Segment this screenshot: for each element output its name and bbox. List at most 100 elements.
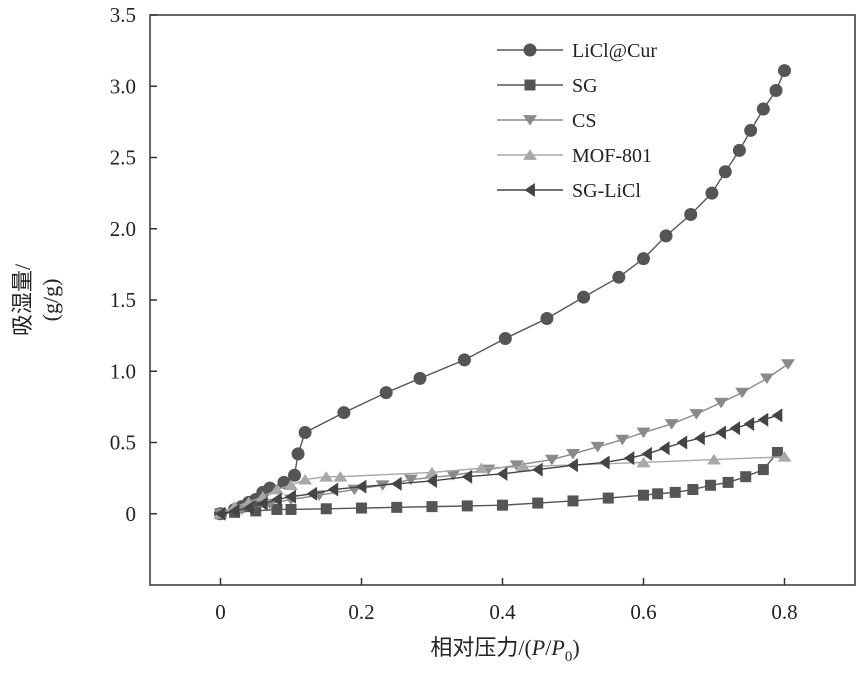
- data-point: [337, 406, 351, 420]
- data-point: [391, 501, 403, 513]
- data-point: [687, 484, 699, 496]
- data-point: [590, 441, 605, 453]
- data-point: [540, 312, 554, 326]
- data-point: [756, 102, 770, 116]
- data-point: [722, 476, 734, 488]
- data-point: [320, 503, 332, 515]
- data-point: [705, 186, 719, 200]
- data-point: [509, 460, 524, 471]
- data-point: [496, 466, 508, 481]
- data-point: [333, 471, 348, 482]
- data-point: [781, 359, 796, 370]
- data-point: [771, 446, 783, 458]
- y-tick-label: 1.5: [110, 288, 136, 312]
- data-point: [413, 371, 427, 385]
- data-point: [669, 486, 681, 498]
- legend-item: LiCl@Cur: [497, 40, 657, 62]
- data-point: [566, 449, 580, 460]
- legend-item: MOF-801: [497, 145, 652, 167]
- data-point: [615, 434, 630, 446]
- data-point: [291, 447, 305, 461]
- data-point: [778, 64, 791, 78]
- data-point: [425, 466, 439, 478]
- data-point: [250, 505, 262, 517]
- data-point: [461, 469, 473, 484]
- data-point: [623, 451, 635, 466]
- data-point: [355, 479, 367, 494]
- data-point: [659, 441, 670, 456]
- data-point: [229, 503, 240, 518]
- data-point: [516, 461, 531, 472]
- data-point: [599, 455, 610, 470]
- x-tick-label: 0: [215, 600, 226, 624]
- data-point: [777, 451, 792, 462]
- y-tick-label: 2.0: [110, 217, 136, 241]
- data-point: [641, 446, 652, 461]
- data-point: [284, 479, 298, 491]
- legend-label: SG: [572, 75, 598, 97]
- data-point: [214, 506, 226, 521]
- legend-label: LiCl@Cur: [572, 40, 657, 62]
- data-point: [474, 462, 489, 474]
- data-point: [636, 456, 651, 468]
- y-tick-label: 0: [126, 502, 137, 526]
- legend-label: SG-LiCl: [572, 180, 641, 202]
- series-line: [220, 70, 786, 515]
- data-point: [652, 488, 664, 500]
- data-point: [715, 425, 726, 440]
- x-tick-label: 0.4: [489, 600, 516, 624]
- legend-item: SG-LiCl: [497, 180, 641, 202]
- data-point: [319, 471, 334, 482]
- data-point: [497, 499, 508, 511]
- data-point: [732, 143, 746, 157]
- y-tick-label: 0.5: [110, 431, 136, 455]
- data-point: [769, 84, 783, 98]
- data-point: [707, 454, 721, 465]
- x-axis-ticks: 0 0.2 0.4 0.6 0.8: [215, 578, 798, 624]
- y-tick-label: 3.5: [110, 3, 136, 27]
- data-point: [729, 421, 741, 436]
- series-layer: [213, 64, 796, 521]
- data-point: [740, 471, 752, 483]
- x-tick-label: 0.8: [771, 600, 797, 624]
- y-axis-ticks: 0 0.5 1.0 1.5 2.0 2.5 3.0 3.5: [110, 3, 157, 526]
- series-sg: [215, 446, 783, 520]
- x-tick-label: 0.2: [348, 600, 374, 624]
- data-point: [757, 464, 769, 476]
- y-tick-label: 1.0: [110, 359, 136, 383]
- data-point: [694, 431, 705, 446]
- data-point: [567, 458, 578, 473]
- data-point: [718, 165, 732, 179]
- data-point: [243, 501, 254, 516]
- series-sg-licl: [214, 408, 783, 521]
- data-point: [567, 495, 579, 507]
- data-point: [676, 435, 688, 450]
- data-point: [684, 208, 698, 221]
- data-point: [744, 123, 758, 137]
- data-point: [689, 409, 704, 420]
- data-point: [636, 427, 651, 439]
- y-tick-label: 3.0: [110, 74, 136, 98]
- data-point: [771, 408, 783, 423]
- data-point: [498, 331, 512, 345]
- data-point: [637, 252, 650, 266]
- data-point: [714, 397, 729, 409]
- data-point: [523, 115, 537, 126]
- data-point: [356, 502, 367, 514]
- data-point: [638, 489, 649, 501]
- data-point: [288, 468, 302, 482]
- data-point: [544, 454, 559, 466]
- data-point: [523, 43, 537, 57]
- data-point: [524, 183, 535, 197]
- series-line: [220, 363, 789, 515]
- data-point: [523, 149, 537, 160]
- data-point: [461, 500, 473, 512]
- legend-item: CS: [497, 110, 596, 132]
- data-point: [298, 473, 313, 485]
- data-point: [271, 503, 283, 515]
- data-point: [659, 229, 673, 243]
- data-point: [532, 462, 543, 477]
- data-point: [524, 79, 536, 91]
- data-point: [602, 492, 614, 504]
